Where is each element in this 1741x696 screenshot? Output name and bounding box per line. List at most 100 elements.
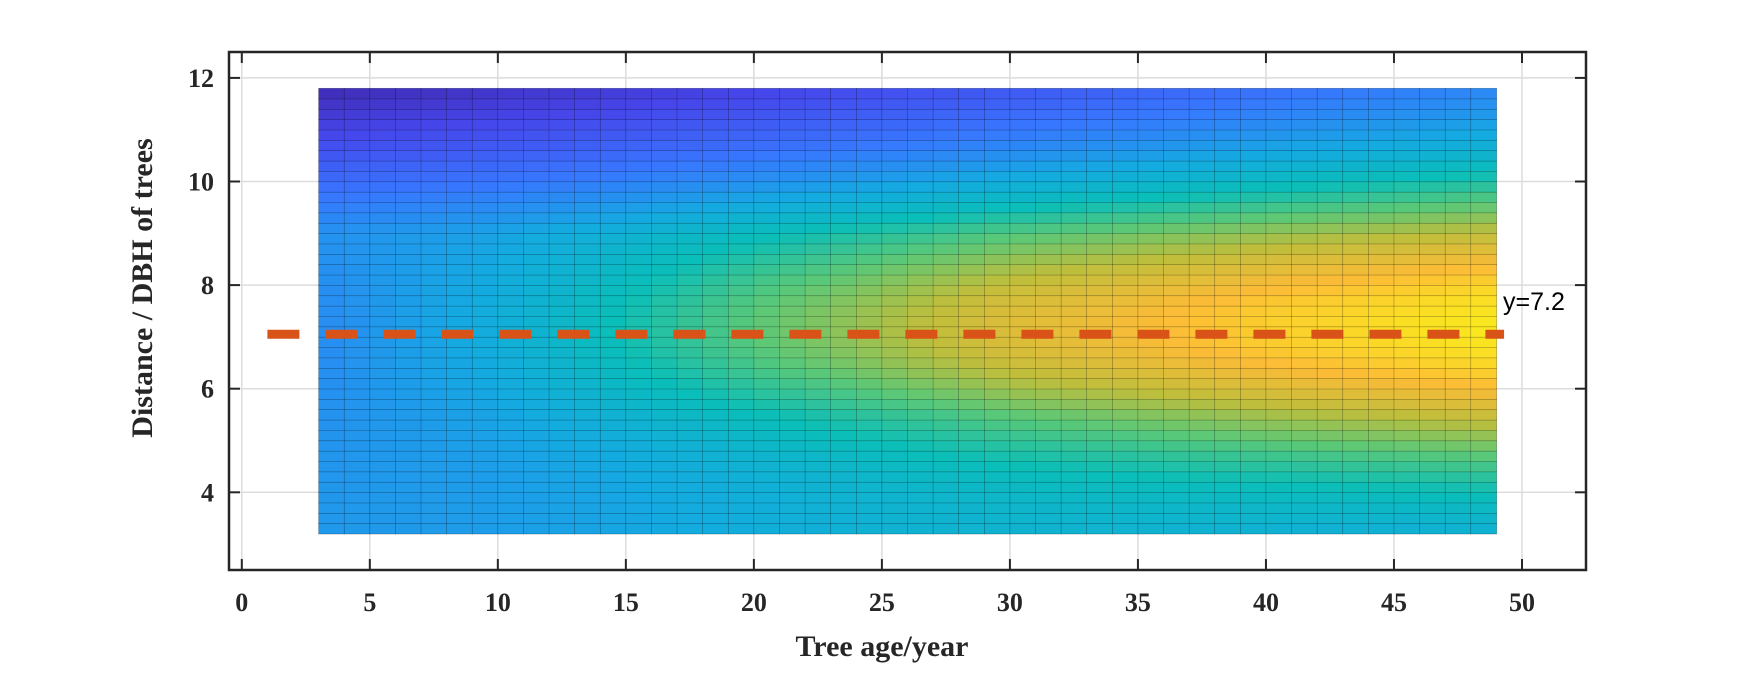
heatmap-cell	[343, 212, 371, 224]
heatmap-cell	[1368, 409, 1395, 421]
heatmap-cell	[446, 201, 473, 214]
heatmap-cell	[471, 346, 499, 359]
heatmap-cell	[343, 233, 371, 245]
heatmap-cell	[1214, 98, 1241, 110]
heatmap-cell	[676, 233, 704, 245]
heatmap-cell	[1086, 253, 1113, 265]
heatmap-cell	[1240, 491, 1267, 504]
heatmap-cell	[727, 481, 755, 493]
heatmap-cell	[984, 388, 1011, 400]
heatmap-cell	[702, 243, 729, 255]
heatmap-cell	[420, 98, 448, 110]
heatmap-cell	[1137, 523, 1165, 535]
heatmap-cell	[1188, 274, 1216, 286]
heatmap-cell	[651, 212, 678, 224]
heatmap-cell	[1163, 233, 1190, 245]
heatmap-cell	[1444, 201, 1472, 214]
heatmap-cell	[1393, 233, 1421, 245]
heatmap-cell	[1316, 491, 1344, 504]
heatmap-cell	[343, 222, 371, 234]
heatmap-cell	[984, 295, 1011, 307]
heatmap-cell	[1112, 315, 1139, 328]
heatmap-cell	[369, 222, 397, 234]
heatmap-cell	[1009, 502, 1037, 514]
heatmap-cell	[523, 481, 550, 493]
heatmap-cell	[1265, 481, 1293, 493]
heatmap-cell	[548, 160, 576, 172]
heatmap-cell	[395, 295, 422, 307]
heatmap-cell	[599, 388, 627, 400]
y-tick-label: 10	[188, 168, 214, 197]
heatmap-cell	[1214, 388, 1241, 400]
heatmap-cell	[343, 201, 371, 214]
heatmap-cell	[420, 471, 448, 483]
heatmap-cell	[523, 295, 550, 307]
heatmap-cell	[1009, 274, 1037, 286]
heatmap-cell	[855, 460, 883, 473]
x-tick-label: 10	[485, 588, 511, 617]
heatmap-cell	[727, 222, 755, 234]
heatmap-cell	[1470, 212, 1497, 224]
heatmap-cell	[1137, 119, 1165, 131]
heatmap-cell	[497, 201, 525, 214]
heatmap-cell	[1163, 98, 1190, 110]
heatmap-cell	[855, 491, 883, 504]
heatmap-cell	[932, 139, 960, 152]
heatmap-cell	[1112, 98, 1139, 110]
heatmap-cell	[625, 398, 653, 411]
heatmap-cell	[1163, 150, 1190, 162]
heatmap-cell	[1163, 305, 1190, 317]
heatmap-cell	[1342, 409, 1369, 421]
heatmap-cell	[471, 212, 499, 224]
heatmap-cell	[523, 388, 550, 400]
heatmap-cell	[1112, 460, 1139, 473]
heatmap-cell	[523, 491, 550, 504]
heatmap-cell	[855, 129, 883, 141]
heatmap-cell	[932, 201, 960, 214]
heatmap-cell	[958, 491, 985, 504]
heatmap-cell	[984, 409, 1011, 421]
heatmap-cell	[1291, 419, 1318, 431]
heatmap-cell	[1419, 305, 1446, 317]
heatmap-cell	[1470, 305, 1497, 317]
heatmap-cell	[702, 98, 729, 110]
heatmap-cell	[1368, 502, 1395, 514]
heatmap-cell	[1240, 388, 1267, 400]
heatmap-cell	[343, 367, 371, 379]
heatmap-cell	[676, 212, 704, 224]
heatmap-cell	[881, 357, 909, 369]
heatmap-cell	[1368, 191, 1395, 203]
heatmap-cell	[984, 398, 1011, 411]
heatmap-cell	[804, 170, 832, 183]
heatmap-cell	[1035, 284, 1062, 297]
heatmap-cell	[497, 523, 525, 535]
heatmap-cell	[1214, 170, 1241, 183]
heatmap-cell	[753, 398, 781, 411]
heatmap-cell	[1393, 284, 1421, 297]
heatmap-cell	[1163, 450, 1190, 462]
heatmap-cell	[599, 481, 627, 493]
heatmap-cell	[702, 450, 729, 462]
heatmap-cell	[369, 481, 397, 493]
heatmap-cell	[343, 129, 371, 141]
heatmap-cell	[497, 460, 525, 473]
heatmap-cell	[523, 243, 550, 255]
heatmap-cell	[1393, 274, 1421, 286]
heatmap-cell	[702, 388, 729, 400]
heatmap-cell	[702, 139, 729, 152]
heatmap-cell	[1112, 233, 1139, 245]
heatmap-cell	[625, 233, 653, 245]
heatmap-cell	[907, 471, 934, 483]
heatmap-cell	[574, 274, 601, 286]
heatmap-cell	[1112, 181, 1139, 193]
heatmap-cell	[523, 357, 550, 369]
heatmap-cell	[753, 367, 781, 379]
heatmap-cell	[651, 523, 678, 535]
heatmap-cell	[958, 139, 985, 152]
heatmap-cell	[1316, 315, 1344, 328]
heatmap-cell	[907, 305, 934, 317]
heatmap-cell	[651, 460, 678, 473]
heatmap-cell	[395, 139, 422, 152]
heatmap-cell	[855, 440, 883, 452]
heatmap-cell	[625, 295, 653, 307]
